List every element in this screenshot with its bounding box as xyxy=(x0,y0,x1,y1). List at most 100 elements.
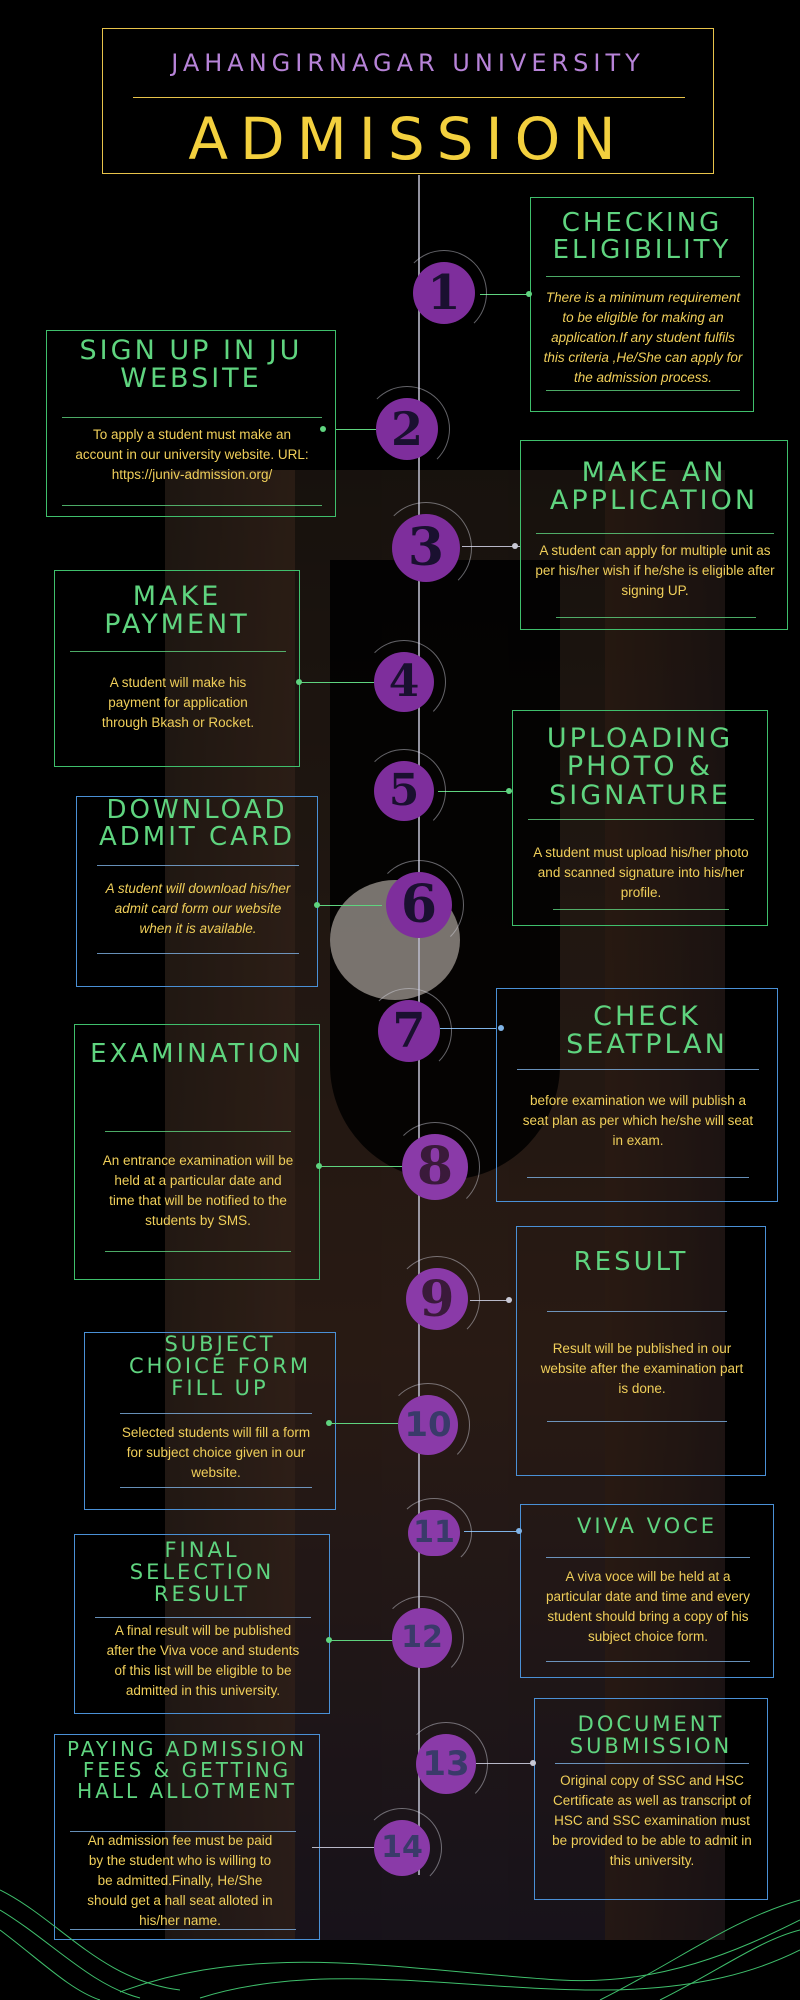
connector xyxy=(480,294,530,295)
connector-dot xyxy=(316,1163,322,1169)
step-divider xyxy=(97,865,299,866)
connector xyxy=(462,546,520,547)
step-divider xyxy=(546,1557,750,1558)
connector xyxy=(320,1166,402,1167)
step-divider xyxy=(70,651,286,652)
step-divider xyxy=(105,1251,291,1252)
step-title-8: EXAMINATION xyxy=(90,1039,304,1069)
step-card-13: DOCUMENT SUBMISSION Original copy of SSC… xyxy=(534,1698,768,1900)
connector-dot xyxy=(530,1760,536,1766)
step-text-12: A final result will be published after t… xyxy=(106,1623,300,1698)
step-number-4: 4 xyxy=(362,640,446,724)
step-number-10: 10 xyxy=(386,1383,470,1467)
connector xyxy=(312,1847,374,1848)
step-divider xyxy=(517,1069,759,1070)
connector xyxy=(318,905,382,906)
step-text-7: before examination we will publish a sea… xyxy=(522,1093,754,1148)
step-number-6: 6 xyxy=(374,860,464,950)
connector-dot xyxy=(326,1637,332,1643)
connector xyxy=(438,791,512,792)
step-card-1: CHECKING ELIGIBILITY There is a minimum … xyxy=(530,197,754,412)
step-text-5: A student must upload his/her photo and … xyxy=(533,845,749,900)
step-title-14: PAYING ADMISSION FEES & GETTING HALL ALL… xyxy=(66,1737,308,1803)
step-divider xyxy=(546,1661,750,1662)
header-divider xyxy=(133,97,685,98)
step-title-10: SUBJECT CHOICE FORM FILL UP xyxy=(128,1332,312,1401)
connector-dot xyxy=(314,902,320,908)
step-divider xyxy=(555,1763,749,1764)
step-title-9: RESULT xyxy=(573,1247,689,1277)
step-divider xyxy=(120,1413,312,1414)
step-divider xyxy=(546,390,740,391)
step-divider xyxy=(62,505,322,506)
step-card-11: VIVA VOCE A viva voce will be held at a … xyxy=(520,1504,774,1678)
step-text-6: A student will download his/her admit ca… xyxy=(105,881,291,936)
step-title-12: FINAL SELECTION RESULT xyxy=(129,1538,275,1607)
connector xyxy=(300,682,380,683)
decorative-waves xyxy=(0,1889,800,2000)
step-divider xyxy=(528,819,754,820)
connector xyxy=(470,1300,510,1301)
connector-dot xyxy=(320,426,326,432)
step-number-13: 13 xyxy=(404,1722,488,1806)
step-card-7: CHECK SEATPLAN before examination we wil… xyxy=(496,988,778,1202)
step-title-13: DOCUMENT SUBMISSION xyxy=(569,1712,733,1759)
step-text-14: An admission fee must be paid by the stu… xyxy=(87,1833,273,1928)
step-divider xyxy=(547,1421,727,1422)
step-number-12: 12 xyxy=(380,1596,464,1680)
step-divider xyxy=(556,617,756,618)
step-card-14: PAYING ADMISSION FEES & GETTING HALL ALL… xyxy=(54,1734,320,1940)
step-divider xyxy=(547,1311,727,1312)
connector-dot xyxy=(506,1297,512,1303)
connector xyxy=(330,1423,398,1424)
connector-dot xyxy=(526,291,532,297)
step-divider xyxy=(62,417,322,418)
step-text-9: Result will be published in our website … xyxy=(540,1341,744,1396)
step-number-1: 1 xyxy=(401,250,487,336)
step-title-3: MAKE AN APPLICATION xyxy=(549,457,759,517)
step-number-3: 3 xyxy=(380,502,472,594)
page-title: ADMISSION xyxy=(188,105,628,173)
step-text-11: A viva voce will be held at a particular… xyxy=(545,1569,751,1644)
step-divider xyxy=(70,1831,296,1832)
step-title-4: MAKE PAYMENT xyxy=(104,581,250,641)
connector xyxy=(464,1531,520,1532)
connector-dot xyxy=(296,679,302,685)
step-number-11: 11 xyxy=(396,1498,472,1568)
step-divider xyxy=(527,1177,749,1178)
step-card-8: EXAMINATION An entrance examination will… xyxy=(74,1024,320,1280)
connector xyxy=(476,1763,534,1764)
step-title-11: VIVA VOCE xyxy=(576,1514,718,1538)
step-title-5: UPLOADING PHOTO & SIGNATURE xyxy=(546,723,734,811)
step-card-9: RESULT Result will be published in our w… xyxy=(516,1226,766,1476)
step-divider xyxy=(553,909,729,910)
connector xyxy=(440,1028,496,1029)
step-number-14: 14 xyxy=(362,1808,442,1888)
step-number-5: 5 xyxy=(362,749,446,833)
connector xyxy=(330,1640,398,1641)
step-title-7: CHECK SEATPLAN xyxy=(566,1001,728,1061)
step-divider xyxy=(536,533,774,534)
step-card-4: MAKE PAYMENT A student will make his pay… xyxy=(54,570,300,767)
step-divider xyxy=(546,276,740,277)
header-box: JAHANGIRNAGAR UNIVERSITY ADMISSION xyxy=(102,28,714,174)
step-number-9: 9 xyxy=(394,1256,480,1342)
step-number-2: 2 xyxy=(364,386,450,472)
step-text-4: A student will make his payment for appl… xyxy=(101,675,255,730)
university-name: JAHANGIRNAGAR UNIVERSITY xyxy=(171,49,645,77)
step-number-7: 7 xyxy=(366,988,452,1074)
step-card-3: MAKE AN APPLICATION A student can apply … xyxy=(520,440,788,630)
step-divider xyxy=(120,1487,312,1488)
step-card-12: FINAL SELECTION RESULT A final result wi… xyxy=(74,1534,330,1714)
step-divider xyxy=(97,953,299,954)
step-title-2: SIGN UP IN JU WEBSITE xyxy=(79,335,303,395)
connector-dot xyxy=(498,1025,504,1031)
step-title-6: DOWNLOAD ADMIT CARD xyxy=(98,795,296,853)
step-text-1: There is a minimum requirement to be eli… xyxy=(543,290,743,385)
connector-dot xyxy=(516,1528,522,1534)
step-text-3: A student can apply for multiple unit as… xyxy=(535,543,775,598)
step-card-2: SIGN UP IN JU WEBSITE To apply a student… xyxy=(46,330,336,517)
connector-dot xyxy=(326,1420,332,1426)
step-text-10: Selected students will fill a form for s… xyxy=(121,1425,311,1480)
step-number-8: 8 xyxy=(390,1122,480,1212)
